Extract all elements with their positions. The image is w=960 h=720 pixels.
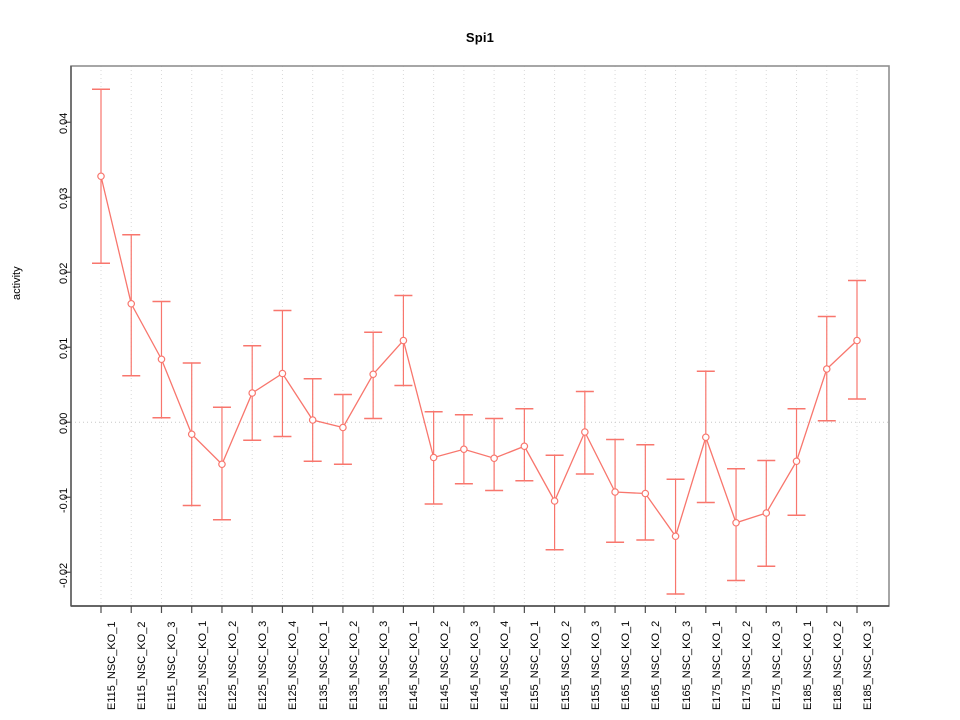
y-tick-label: -0.01 (58, 487, 70, 513)
y-tick-label: 0.02 (58, 263, 70, 285)
x-tick-label: E155_NSC_KO_1 (529, 620, 542, 710)
x-tick-label: E165_NSC_KO_2 (650, 620, 663, 710)
data-point (248, 389, 257, 397)
data-point (701, 433, 710, 442)
data-point (127, 299, 136, 308)
x-tick-label: E175_NSC_KO_2 (741, 620, 754, 710)
data-point (822, 365, 831, 373)
x-tick-label: E115_NSC_KO_1 (106, 621, 118, 710)
data-point (611, 488, 619, 496)
y-tick-label: 0.00 (58, 413, 70, 435)
data-point (399, 336, 408, 345)
data-point (581, 428, 589, 436)
axis-ticks (64, 66, 889, 613)
x-tick-label: E165_NSC_KO_3 (680, 620, 693, 710)
data-point (187, 430, 196, 439)
x-tick-label: E155_NSC_KO_2 (559, 620, 572, 710)
data-point (97, 172, 105, 181)
x-tick-label: E125_NSC_KO_2 (226, 620, 239, 710)
y-tick-label: 0.01 (58, 338, 70, 360)
x-tick-label: E125_NSC_KO_4 (287, 620, 300, 710)
data-point (308, 416, 317, 424)
x-tick-label: E145_NSC_KO_4 (499, 620, 512, 710)
x-tick-label: E185_NSC_KO_1 (801, 620, 814, 710)
data-points (97, 172, 861, 541)
data-point (278, 369, 287, 378)
data-point (792, 457, 801, 466)
data-point (157, 355, 166, 364)
x-tick-label: E175_NSC_KO_1 (710, 620, 723, 710)
x-tick-label: E125_NSC_KO_1 (196, 620, 209, 710)
data-point (550, 497, 559, 505)
y-tick-label: -0.02 (58, 562, 70, 588)
x-tick-label: E135_NSC_KO_2 (347, 620, 360, 710)
data-point (762, 509, 771, 517)
data-point (853, 336, 861, 345)
data-point (429, 453, 438, 462)
x-tick-label: E115_NSC_KO_3 (166, 621, 179, 710)
x-tick-label: E115_NSC_KO_2 (136, 621, 149, 710)
data-point (520, 442, 529, 451)
x-tick-label: E185_NSC_KO_3 (862, 620, 874, 710)
y-tick-label: 0.03 (58, 188, 70, 210)
x-tick-label: E155_NSC_KO_3 (589, 620, 602, 710)
data-point (339, 423, 347, 432)
data-point (671, 532, 680, 541)
data-point (369, 370, 377, 379)
page-title: Spi1 (465, 30, 495, 45)
data-point (490, 454, 498, 463)
x-tick-label: E135_NSC_KO_3 (378, 620, 391, 710)
x-tick-label: E175_NSC_KO_3 (771, 620, 784, 710)
data-point (218, 460, 226, 469)
x-tick-label: E125_NSC_KO_3 (257, 620, 270, 710)
series-line (100, 176, 858, 538)
data-point (732, 518, 740, 527)
x-tick-label: E145_NSC_KO_3 (468, 620, 481, 710)
x-tick-label: E145_NSC_KO_1 (408, 620, 421, 710)
x-tick-label: E165_NSC_KO_1 (620, 620, 633, 710)
x-tick-label: E185_NSC_KO_2 (831, 620, 844, 710)
x-tick-label: E135_NSC_KO_1 (317, 620, 330, 710)
x-tick-label: E145_NSC_KO_2 (438, 620, 451, 710)
data-point (460, 445, 468, 454)
y-tick-label: 0.04 (58, 113, 70, 135)
data-point (641, 489, 650, 498)
gridlines (71, 66, 889, 606)
